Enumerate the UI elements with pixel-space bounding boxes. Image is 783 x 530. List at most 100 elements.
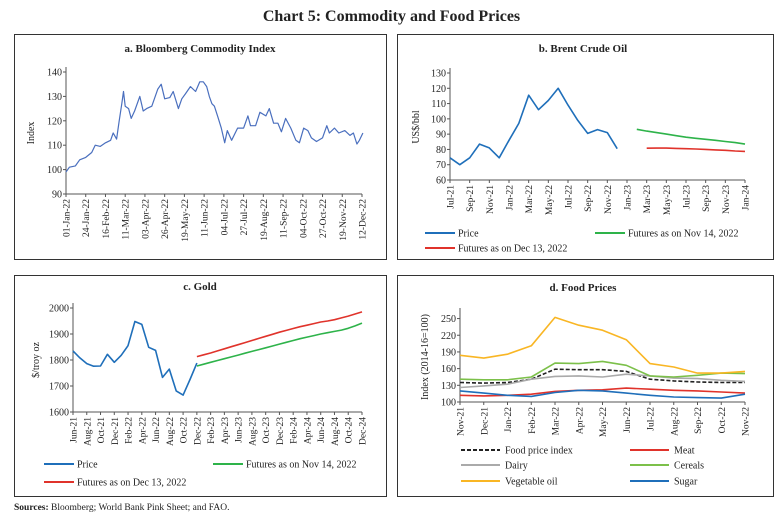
x-tick-label: Feb-22 bbox=[528, 407, 538, 434]
x-tick-label: 19-May-22 bbox=[181, 199, 191, 242]
x-tick-label: 11-Sep-22 bbox=[280, 199, 290, 238]
x-tick-label: Feb-23 bbox=[207, 417, 217, 444]
x-tick-label: Jul-22 bbox=[565, 185, 575, 209]
x-tick-label: Oct-23 bbox=[262, 417, 272, 444]
x-tick-label: 04-Jul-22 bbox=[220, 199, 230, 236]
x-tick-label: Aug-24 bbox=[331, 417, 341, 446]
legend-label: Cereals bbox=[674, 461, 704, 472]
x-tick-label: Jun-21 bbox=[70, 417, 80, 443]
chart-title: d. Food Prices bbox=[550, 282, 618, 294]
x-tick-label: 19-Aug-22 bbox=[260, 199, 270, 241]
series-line-sugar bbox=[459, 389, 746, 399]
y-tick-label: 2000 bbox=[49, 304, 69, 315]
y-tick-label: 220 bbox=[441, 331, 456, 342]
y-tick-label: 140 bbox=[47, 68, 62, 79]
x-tick-label: Jul-21 bbox=[447, 185, 457, 209]
x-tick-label: 01-Jan-22 bbox=[63, 199, 73, 237]
x-tick-label: Mar-22 bbox=[552, 407, 562, 436]
x-tick-label: Oct-21 bbox=[97, 417, 107, 444]
x-tick-label: Jul-22 bbox=[647, 407, 657, 431]
series-line-vegetable-oil bbox=[459, 316, 746, 374]
legend-label: Price bbox=[77, 460, 98, 471]
x-tick-label: 19-Nov-22 bbox=[339, 199, 349, 241]
x-tick-label: Apr-24 bbox=[303, 417, 313, 444]
x-tick-label: 03-Apr-22 bbox=[141, 199, 151, 239]
y-axis-label: US$/bbl bbox=[411, 110, 422, 144]
x-tick-label: May-22 bbox=[545, 185, 555, 215]
y-tick-label: 70 bbox=[436, 160, 446, 171]
legend-label: Futures as on Dec 13, 2022 bbox=[458, 244, 567, 255]
panel-b-frame bbox=[397, 34, 774, 260]
x-tick-label: 16-Feb-22 bbox=[102, 199, 112, 239]
x-tick-label: Apr-22 bbox=[138, 417, 148, 444]
x-tick-label: Jan-22 bbox=[504, 407, 514, 433]
x-tick-label: Jan-23 bbox=[624, 185, 634, 211]
x-tick-label: Oct-22 bbox=[718, 407, 728, 434]
x-tick-label: Dec-21 bbox=[480, 407, 490, 435]
legend-label: Futures as on Dec 13, 2022 bbox=[77, 478, 186, 489]
x-tick-label: Jan-22 bbox=[506, 185, 516, 211]
legend-label: Futures as on Nov 14, 2022 bbox=[628, 229, 739, 240]
chart-title: b. Brent Crude Oil bbox=[539, 43, 627, 55]
series-line-cereals bbox=[459, 360, 746, 381]
y-tick-label: 100 bbox=[47, 165, 62, 176]
x-tick-label: Sep-22 bbox=[584, 185, 594, 212]
x-tick-label: 26-Apr-22 bbox=[161, 199, 171, 239]
x-tick-label: Dec-23 bbox=[276, 417, 286, 445]
x-tick-label: Mar-22 bbox=[525, 185, 535, 214]
x-tick-label: Dec-21 bbox=[111, 417, 121, 445]
x-tick-label: 04-Oct-22 bbox=[299, 199, 309, 238]
x-tick-label: Aug-23 bbox=[248, 417, 258, 446]
y-tick-label: 100 bbox=[441, 398, 456, 409]
x-tick-label: Aug-21 bbox=[83, 417, 93, 446]
x-tick-label: Jan-24 bbox=[742, 185, 752, 211]
sources-text: Bloomberg; World Bank Pink Sheet; and FA… bbox=[48, 503, 230, 513]
y-tick-label: 90 bbox=[52, 190, 62, 201]
y-tick-label: 160 bbox=[441, 364, 456, 375]
chart-title: a. Bloomberg Commodity Index bbox=[125, 43, 276, 55]
series-line-dairy bbox=[459, 373, 746, 389]
x-tick-label: May-22 bbox=[599, 407, 609, 437]
y-tick-label: 110 bbox=[47, 141, 62, 152]
x-tick-label: Sep-23 bbox=[702, 185, 712, 212]
chart-b: b. Brent Crude Oil US$/bbl 60 70 80 90 100 110 1… bbox=[411, 43, 752, 255]
y-tick-label: 250 bbox=[441, 314, 456, 325]
x-tick-label: Sep-21 bbox=[466, 185, 476, 212]
legend-label: Futures as on Nov 14, 2022 bbox=[246, 460, 357, 471]
x-tick-label: Nov-22 bbox=[742, 407, 752, 436]
x-tick-label: 27-Jul-22 bbox=[240, 199, 250, 236]
series-line-futures-as-on-nov-14-2022 bbox=[636, 128, 746, 145]
x-tick-label: Nov-22 bbox=[604, 185, 614, 214]
series-line-index bbox=[65, 81, 364, 173]
panel-a-frame bbox=[14, 34, 387, 260]
y-tick-label: 90 bbox=[436, 130, 446, 141]
x-tick-label: Aug-22 bbox=[166, 417, 176, 446]
x-tick-label: 27-Oct-22 bbox=[319, 199, 329, 238]
x-tick-label: Mar-23 bbox=[643, 185, 653, 214]
y-tick-label: 110 bbox=[431, 99, 446, 110]
chart-c: c. Gold $/troy oz 1600 1700 1800 1900 2000 Jun-… bbox=[31, 281, 369, 489]
x-tick-label: Dec-22 bbox=[193, 417, 203, 445]
y-tick-label: 1800 bbox=[49, 356, 69, 367]
x-tick-label: Jul-23 bbox=[683, 185, 693, 209]
y-tick-label: 130 bbox=[441, 381, 456, 392]
legend-label: Price bbox=[458, 229, 479, 240]
x-tick-label: Apr-22 bbox=[575, 407, 585, 434]
x-tick-label: Sep-22 bbox=[694, 407, 704, 434]
y-tick-label: 1700 bbox=[49, 382, 69, 393]
series-line-price bbox=[449, 87, 618, 166]
x-tick-label: 11-Jun-22 bbox=[201, 199, 211, 237]
y-tick-label: 130 bbox=[431, 69, 446, 80]
x-tick-label: Jun-22 bbox=[623, 407, 633, 433]
y-tick-label: 60 bbox=[436, 176, 446, 187]
x-tick-label: Feb-22 bbox=[125, 417, 135, 444]
y-tick-label: 1600 bbox=[49, 408, 69, 419]
legend-label: Dairy bbox=[505, 461, 528, 472]
x-tick-label: 24-Jan-22 bbox=[82, 199, 92, 237]
x-tick-label: 12-Dec-22 bbox=[359, 199, 369, 240]
y-tick-label: 120 bbox=[47, 116, 62, 127]
x-tick-label: Nov-21 bbox=[486, 185, 496, 214]
panel-d-frame bbox=[397, 275, 774, 497]
